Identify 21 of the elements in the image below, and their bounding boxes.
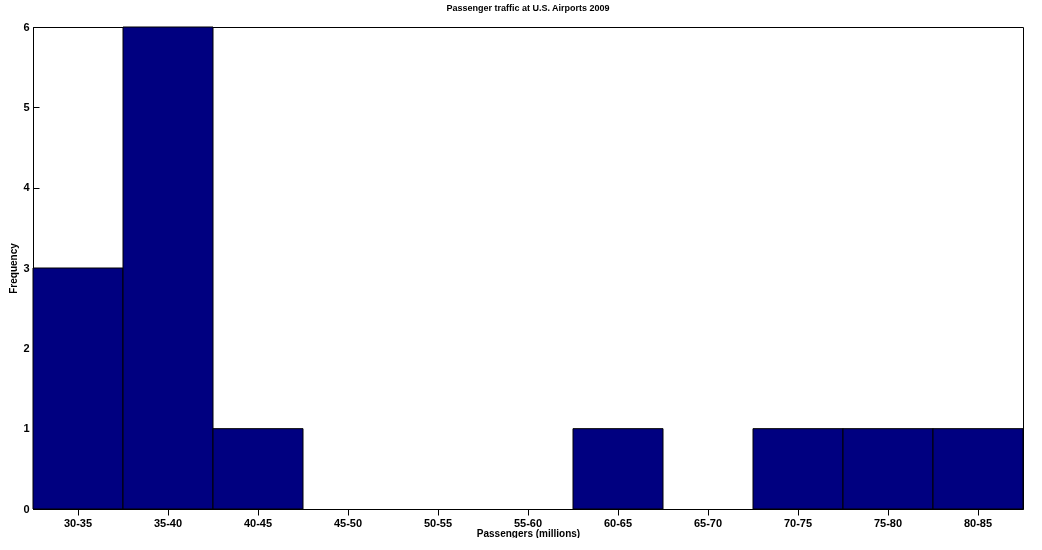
y-tick-label: 5 [23,100,30,113]
x-tick-label: 45-50 [333,516,363,529]
x-tick-label: 40-45 [243,516,273,529]
y-axis-title: Frequency [8,242,20,294]
y-tick-label: 6 [23,20,30,33]
x-tick-label: 75-80 [873,516,903,529]
x-tick-label: 80-85 [963,516,993,529]
x-tick-label: 60-65 [603,516,633,529]
y-tick-label: 0 [23,502,30,515]
y-tick-label: 3 [23,261,30,274]
x-axis-title: Passengers (millions) [476,527,581,539]
x-tick-label: 70-75 [783,516,813,529]
x-tick-label: 35-40 [153,516,183,529]
y-tick-label: 2 [23,341,30,354]
x-tick-label: 50-55 [423,516,453,529]
x-tick-label: 65-70 [693,516,723,529]
y-tick-label: 1 [23,422,30,435]
x-tick-label: 30-35 [63,516,93,529]
y-tick-label: 4 [23,181,31,194]
x-tick-label: 55-60 [513,516,543,529]
chart-title: Passenger traffic at U.S. Airports 2009 [446,3,610,13]
